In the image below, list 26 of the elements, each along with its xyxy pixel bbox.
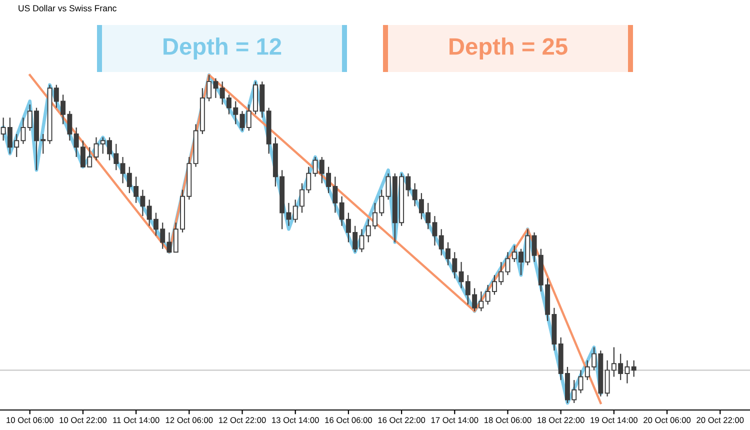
series-label: Depth = 12 xyxy=(164,37,282,60)
candlestick xyxy=(432,215,438,246)
candlestick xyxy=(505,252,510,276)
candlestick xyxy=(631,360,636,378)
x-tick-label: 11 Oct 14:00 xyxy=(113,417,160,424)
x-tick-label: 20 Oct 22:00 xyxy=(696,417,744,424)
x-tick-label: 18 Oct 22:00 xyxy=(538,417,584,424)
text: Depth = 25 xyxy=(450,37,568,60)
candlestick xyxy=(20,117,26,144)
x-tick-label: 18 Oct 06:00 xyxy=(484,417,532,424)
x-tick-label: 10 Oct 06:00 xyxy=(6,417,54,424)
x-tick-label: 12 Oct 06:00 xyxy=(166,417,213,424)
candlestick xyxy=(94,136,99,161)
candlestick xyxy=(240,110,245,132)
x-tick-label: 10 Oct 22:00 xyxy=(60,417,106,424)
x-tick-label: 19 Oct 14:00 xyxy=(590,417,638,424)
x-tick-label: 20 Oct 06:00 xyxy=(644,417,691,424)
candlestick xyxy=(578,370,584,394)
x-tick-label: 13 Oct 14:00 xyxy=(272,417,319,424)
candlestick xyxy=(166,232,172,253)
x-tick-label: 12 Oct 22:00 xyxy=(219,417,266,424)
chart-title: US Dollar vs Swiss Franc xyxy=(18,4,116,12)
x-tick-label: 16 Oct 22:00 xyxy=(378,417,426,424)
candlestick xyxy=(312,156,318,178)
x-tick-label: 16 Oct 06:00 xyxy=(325,417,372,424)
x-tick-label: 17 Oct 14:00 xyxy=(431,417,478,424)
